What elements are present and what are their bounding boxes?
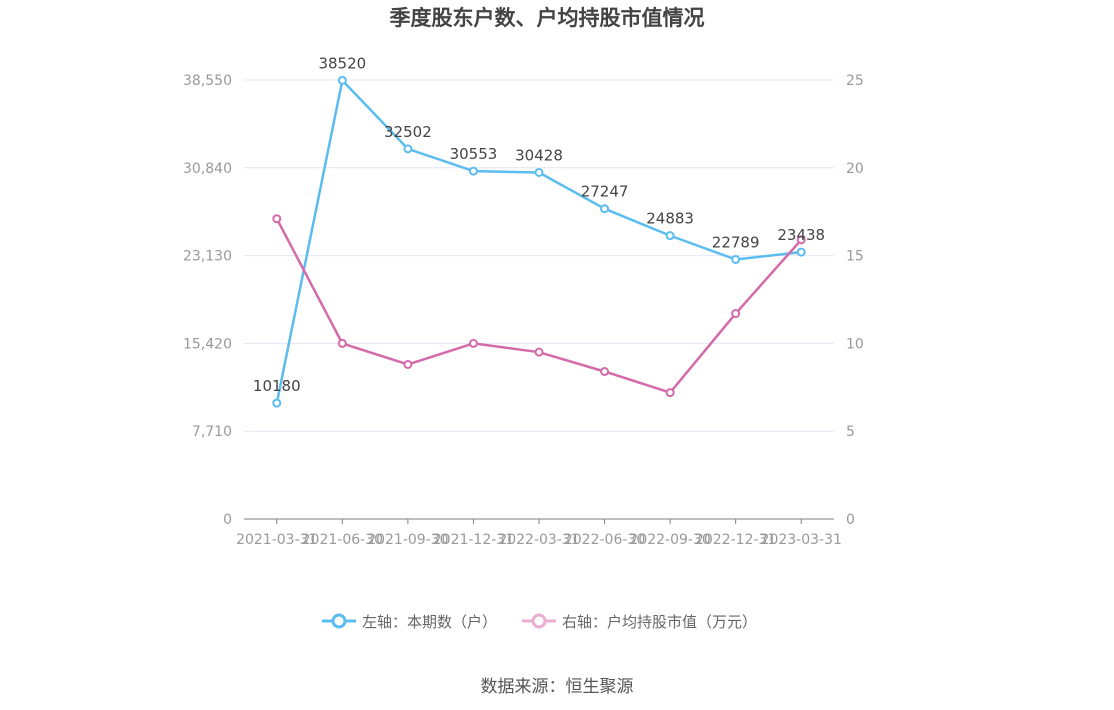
data-point-left (731, 254, 741, 264)
x-axis-tick-label: 2022-09-30 (629, 532, 710, 548)
data-point-left (665, 231, 675, 241)
x-axis-tick-label: 2021-12-31 (433, 532, 514, 548)
legend-right-label: 右轴：户均持股市值（万元） (562, 612, 758, 631)
right-axis-tick-label: 20 (846, 161, 864, 177)
x-axis-tick-label: 2022-12-31 (695, 532, 776, 548)
x-axis-tick-label: 2022-03-31 (498, 532, 579, 548)
x-axis-tick-label: 2021-06-30 (302, 532, 383, 548)
x-axis-tick-label: 2021-09-30 (367, 532, 448, 548)
data-point-right (272, 214, 282, 224)
legend-right-line-icon (522, 613, 556, 629)
left-axis-tick-label: 7,710 (192, 424, 232, 440)
chart-title: 季度股东户数、户均持股市值情况 (389, 6, 705, 30)
data-label-left: 23438 (777, 226, 825, 244)
x-axis-tick-label: 2021-03-31 (236, 532, 317, 548)
x-axis-tick-label: 2022-06-30 (564, 532, 645, 548)
data-point-right (337, 338, 347, 348)
data-point-right (665, 388, 675, 398)
legend-item-left[interactable]: 左轴：本期数（户） (322, 610, 497, 632)
left-axis-tick-label: 15,420 (183, 336, 232, 352)
data-label-left: 30553 (450, 145, 498, 163)
data-label-left: 27247 (581, 183, 629, 201)
chart-svg: 0 0 7,710 5 15,420 10 23,130 15 30,840 20 38,550 25… (183, 54, 864, 548)
data-label-left: 10180 (253, 377, 301, 395)
data-point-right (403, 359, 413, 369)
data-point-left (796, 247, 806, 257)
data-label-left: 30428 (515, 146, 563, 164)
data-point-right (468, 338, 478, 348)
data-label-left: 24883 (646, 210, 694, 228)
data-point-right (796, 235, 806, 245)
data-point-left (272, 398, 282, 408)
legend-left-label: 左轴：本期数（户） (362, 612, 498, 631)
right-axis-tick-label: 25 (846, 73, 864, 89)
legend-item-right[interactable]: 右轴：户均持股市值（万元） (522, 610, 757, 632)
data-point-left (468, 166, 478, 176)
left-axis-tick-label: 23,130 (183, 249, 232, 265)
left-axis-tick-label: 0 (223, 512, 232, 528)
left-axis-tick-label: 38,550 (183, 73, 232, 89)
data-point-left (600, 204, 610, 214)
data-label-left: 32502 (384, 123, 432, 141)
right-axis-tick-label: 10 (846, 336, 864, 352)
right-axis-tick-label: 0 (846, 512, 855, 528)
legend-left-line-icon (322, 613, 356, 629)
right-axis-tick-label: 15 (846, 249, 864, 265)
left-axis-tick-label: 30,840 (183, 161, 232, 177)
source-note: 数据来源：恒生聚源 (480, 677, 634, 697)
data-point-right (600, 366, 610, 376)
data-point-right (534, 347, 544, 357)
data-label-left: 22789 (712, 233, 760, 251)
data-point-left (337, 75, 347, 85)
right-axis-tick-label: 5 (846, 424, 855, 440)
data-point-right (731, 309, 741, 319)
data-point-left (403, 144, 413, 154)
data-label-left: 38520 (318, 54, 366, 72)
data-point-left (534, 167, 544, 177)
x-axis-tick-label: 2023-03-31 (761, 532, 842, 548)
